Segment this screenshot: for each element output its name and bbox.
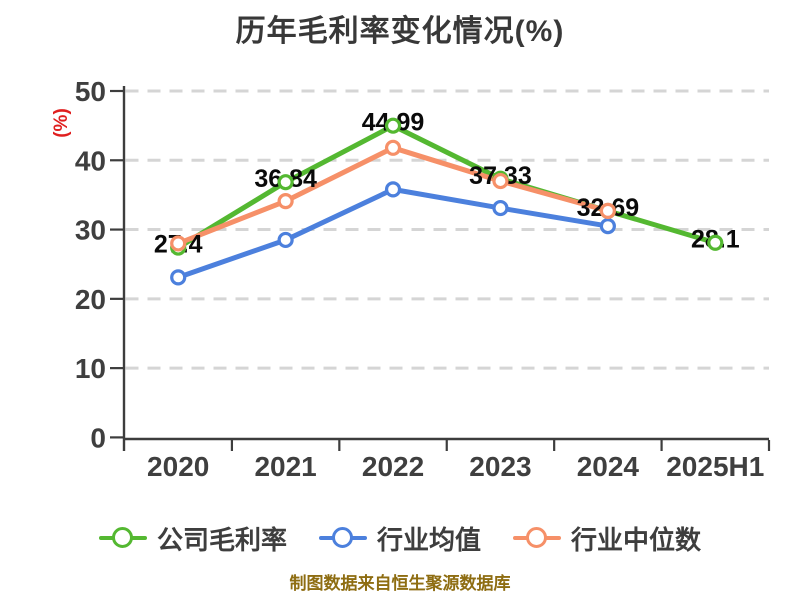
y-axis-tick-label: 40 bbox=[75, 145, 106, 176]
x-axis-tick-label: 2022 bbox=[362, 451, 424, 482]
chart-title: 历年毛利率变化情况(%) bbox=[235, 15, 565, 48]
x-axis-tick-label: 2025H1 bbox=[666, 451, 764, 482]
legend: 公司毛利率 行业均值 行业中位数 bbox=[0, 514, 800, 562]
y-axis-tick-label: 20 bbox=[75, 284, 106, 315]
data-point-marker-series-2 bbox=[170, 235, 187, 252]
data-point-marker-series-1 bbox=[277, 231, 294, 249]
y-axis-tick-label: 50 bbox=[75, 76, 106, 107]
data-point-marker-series-1 bbox=[492, 199, 509, 217]
industry-median-legend-marker-icon bbox=[513, 526, 561, 550]
legend-item-company-gross-margin[interactable]: 公司毛利率 bbox=[98, 520, 287, 557]
legend-label: 行业中位数 bbox=[571, 524, 702, 555]
plot-area: 01020304050202020212022202320242025H127.… bbox=[75, 76, 771, 482]
data-source-note: 制图数据来自恒生聚源数据库 bbox=[289, 574, 511, 593]
data-point-marker-series-2 bbox=[384, 139, 402, 156]
company-gross-margin-legend-marker-icon bbox=[98, 526, 147, 550]
x-axis-tick-label: 2021 bbox=[254, 451, 316, 482]
x-axis-tick-label: 2024 bbox=[577, 451, 640, 482]
legend-item-industry-median[interactable]: 行业中位数 bbox=[513, 520, 701, 557]
data-point-marker-series-1 bbox=[599, 217, 616, 235]
series-line-1 bbox=[175, 186, 611, 280]
data-point-marker-series-1 bbox=[170, 269, 187, 286]
data-point-marker-series-2 bbox=[492, 172, 509, 190]
data-point-marker-series-2 bbox=[277, 193, 294, 210]
series-line-0 bbox=[175, 123, 718, 251]
data-point-marker-series-2 bbox=[599, 202, 616, 219]
y-axis-tick-label: 10 bbox=[75, 353, 106, 384]
x-axis-tick-label: 2023 bbox=[469, 451, 531, 482]
data-point-marker-series-0 bbox=[277, 174, 294, 191]
legend-label: 行业均值 bbox=[376, 524, 481, 555]
data-point-marker-series-1 bbox=[384, 181, 402, 198]
chart-card: 历年毛利率变化情况(%) (%) 0 10 20 30 40 50 2020 2021 2022… bbox=[51, 15, 771, 593]
y-axis-title: (%) bbox=[51, 108, 72, 138]
industry-average-legend-marker-icon bbox=[318, 526, 367, 550]
legend-item-industry-average[interactable]: 行业均值 bbox=[318, 520, 481, 557]
data-point-marker-series-0 bbox=[384, 117, 402, 134]
y-axis-tick-label: 0 bbox=[90, 422, 106, 453]
data-point-marker-series-0 bbox=[707, 234, 724, 251]
y-axis-tick-label: 30 bbox=[75, 215, 106, 246]
x-axis-tick-label: 2020 bbox=[147, 451, 209, 482]
legend-label: 公司毛利率 bbox=[156, 524, 287, 555]
